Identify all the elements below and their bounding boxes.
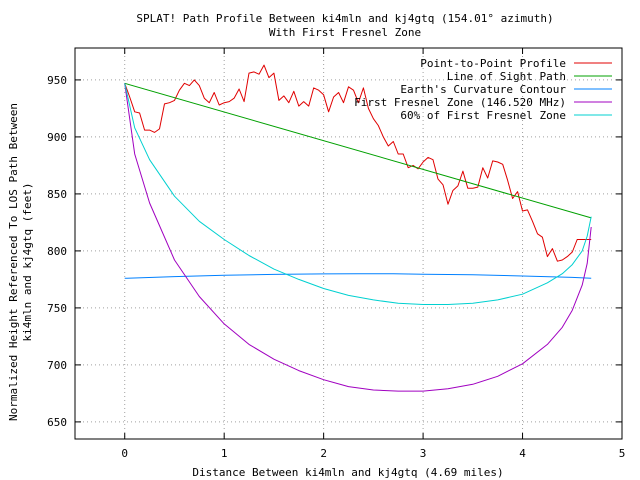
y-tick-label: 900 <box>47 131 67 144</box>
series-line-line-of-sight-path <box>124 82 592 219</box>
series-layer <box>124 64 592 392</box>
x-axis-label: Distance Between ki4mln and kj4gtq (4.69… <box>192 466 503 479</box>
legend-label-60-of-first-fresnel-zone: 60% of First Fresnel Zone <box>400 109 566 122</box>
series-line-60-of-first-fresnel-zone <box>124 83 592 305</box>
x-tick-label: 4 <box>519 447 526 460</box>
plot-frame <box>74 47 623 440</box>
x-tick-label: 2 <box>320 447 327 460</box>
legend-label-point-to-point-profile: Point-to-Point Profile <box>420 57 566 70</box>
chart-title-line1: SPLAT! Path Profile Between ki4mln and k… <box>136 12 553 25</box>
legend-label-line-of-sight-path: Line of Sight Path <box>447 70 566 83</box>
y-tick-label: 650 <box>47 416 67 429</box>
x-tick-label: 1 <box>221 447 228 460</box>
legend-label-earth-s-curvature-contour: Earth's Curvature Contour <box>400 83 566 96</box>
series-line-first-fresnel-zone-146-520-mhz <box>124 83 592 392</box>
chart-title-line2: With First Fresnel Zone <box>269 26 421 39</box>
y-tick-label: 750 <box>47 302 67 315</box>
y-tick-label: 800 <box>47 245 67 258</box>
y-tick-label: 950 <box>47 74 67 87</box>
y-tick-label: 850 <box>47 188 67 201</box>
y-tick-label: 700 <box>47 359 67 372</box>
legend-label-first-fresnel-zone-146-520-mhz: First Fresnel Zone (146.520 MHz) <box>354 96 566 109</box>
y-axis-label-line1: Normalized Height Referenced To LOS Path… <box>7 103 20 421</box>
y-axis-label-line2: ki4mln and kj4gtq (feet) <box>21 183 34 342</box>
x-tick-label: 0 <box>121 447 128 460</box>
series-line-earth-s-curvature-contour <box>124 273 592 279</box>
x-tick-label: 3 <box>420 447 427 460</box>
x-tick-label: 5 <box>619 447 626 460</box>
